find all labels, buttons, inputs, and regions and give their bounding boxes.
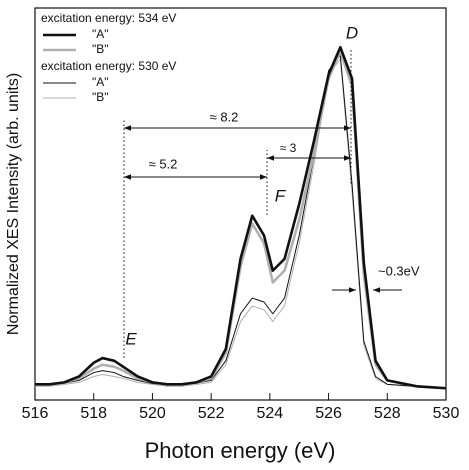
- peak-label: D: [346, 23, 358, 42]
- annotation: ≈ 5.2: [149, 156, 178, 171]
- x-tick-label: 526: [315, 405, 342, 422]
- x-tick-label: 530: [433, 405, 460, 422]
- legend-label: "B": [92, 42, 109, 56]
- annotation: ~0.3eV: [378, 263, 420, 278]
- series-line: [35, 45, 447, 390]
- legend-group-title: excitation energy: 534 eV: [41, 11, 176, 25]
- annotation: ≈ 3: [280, 141, 297, 155]
- series-line: [35, 58, 447, 389]
- legend-label: "B": [92, 90, 109, 104]
- legend-label: "A": [92, 27, 109, 41]
- peak-label: F: [275, 186, 287, 205]
- peak-label: E: [125, 329, 137, 348]
- y-axis-label: Normalized XES Intensity (arb. units): [5, 73, 22, 335]
- x-tick-label: 522: [198, 405, 225, 422]
- x-axis-label: Photon energy (eV): [145, 438, 336, 463]
- x-tick-label: 524: [257, 405, 284, 422]
- annotation: ≈ 8.2: [210, 109, 239, 124]
- x-tick-label: 518: [80, 405, 107, 422]
- x-tick-label: 516: [22, 405, 49, 422]
- series-line: [35, 54, 447, 389]
- legend-group-title: excitation energy: 530 eV: [41, 59, 176, 73]
- plot-frame: [34, 7, 447, 401]
- x-tick-label: 520: [139, 405, 166, 422]
- x-tick-label: 528: [374, 405, 401, 422]
- legend-label: "A": [92, 75, 109, 89]
